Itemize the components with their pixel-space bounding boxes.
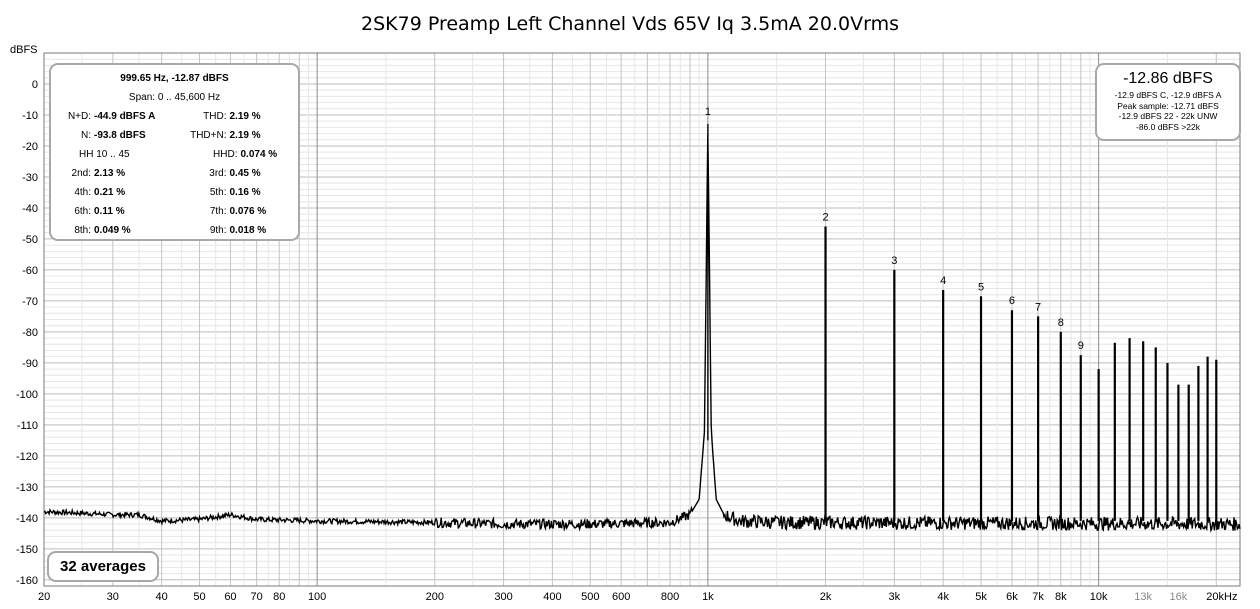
h6-value: 0.11 % xyxy=(94,206,125,217)
thd-label: THD: xyxy=(203,111,227,122)
x-tick-label: 200 xyxy=(426,591,444,603)
level-readout-panel: -12.86 dBFS -12.9 dBFS C, -12.9 dBFS A P… xyxy=(1095,63,1241,141)
level-above-22k: -86.0 dBFS >22k xyxy=(1135,121,1201,132)
y-tick-label: -160 xyxy=(16,575,38,587)
x-tick-label: 2k xyxy=(820,591,832,603)
span-readout: Span: 0 .. 45,600 Hz xyxy=(128,92,221,103)
peak-readout: 999.65 Hz, -12.87 dBFS xyxy=(120,73,229,84)
harmonic-spikes xyxy=(824,226,1218,521)
x-tick-label: 80 xyxy=(273,591,285,603)
x-tick-label: 1k xyxy=(702,591,714,603)
harmonic-label: 6 xyxy=(1009,295,1015,307)
harmonic-label: 2 xyxy=(822,212,828,224)
distortion-stats-panel: 999.65 Hz, -12.87 dBFS Span: 0 .. 45,600… xyxy=(49,63,300,241)
y-tick-label: -140 xyxy=(16,513,38,525)
x-tick-label: 20kHz xyxy=(1206,591,1237,603)
y-tick-label: -120 xyxy=(16,451,38,463)
y-tick-label: -130 xyxy=(16,482,38,494)
level-peak-sample: Peak sample: -12.71 dBFS xyxy=(1117,100,1219,111)
x-tick-label: 300 xyxy=(494,591,512,603)
h7-value: 0.076 % xyxy=(229,206,267,217)
harmonic-label: 5 xyxy=(978,281,984,293)
y-tick-label: -90 xyxy=(22,358,38,370)
h2-label: 2nd: xyxy=(71,168,91,179)
h5-label: 5th: xyxy=(209,187,227,198)
thd-value: 2.19 % xyxy=(229,111,261,122)
chart-title: 2SK79 Preamp Left Channel Vds 65V Iq 3.5… xyxy=(361,13,899,35)
x-tick-label: 3k xyxy=(889,591,901,603)
h7-label: 7th: xyxy=(209,206,227,217)
y-tick-label: 0 xyxy=(32,79,38,91)
y-tick-label: -40 xyxy=(22,203,38,215)
h6-label: 6th: xyxy=(74,206,91,217)
y-tick-label: -60 xyxy=(22,265,38,277)
harmonic-label: 9 xyxy=(1078,340,1084,352)
y-tick-label: -80 xyxy=(22,327,38,339)
h3-label: 3rd: xyxy=(209,168,227,179)
x-tick-label: 500 xyxy=(581,591,599,603)
hh-range: HH 10 .. 45 xyxy=(79,149,130,160)
x-tick-label: 70 xyxy=(250,591,262,603)
y-tick-label: -150 xyxy=(16,544,38,556)
h3-value: 0.45 % xyxy=(229,168,261,179)
hhd-value: 0.074 % xyxy=(240,149,278,160)
x-tick-labels: 20 30 40 50 60 70 80 100 200 300 400 500 600 800 1k 2k 3… xyxy=(38,591,1237,603)
y-tick-labels: 0 -10 -20 -30 -40 -50 -60 -70 -80 -90 -100 -110 -120… xyxy=(16,79,38,587)
harmonic-labels: 2 3 4 5 6 7 8 9 1 xyxy=(705,106,1084,352)
x-tick-label: 60 xyxy=(224,591,236,603)
spectrum-trace xyxy=(43,124,1241,533)
x-tick-label: 400 xyxy=(543,591,561,603)
harmonic-label: 8 xyxy=(1058,317,1064,329)
x-tick-label: 30 xyxy=(107,591,119,603)
y-tick-label: -100 xyxy=(16,389,38,401)
harmonic-label: 4 xyxy=(940,275,946,287)
y-tick-label: -20 xyxy=(22,141,38,153)
x-tick-label: 100 xyxy=(308,591,326,603)
nd-value: -44.9 dBFS A xyxy=(94,111,156,122)
nd-label: N+D: xyxy=(67,111,91,122)
y-axis-label: dBFS xyxy=(10,44,38,56)
y-tick-label: -50 xyxy=(22,234,38,246)
h8-label: 8th: xyxy=(74,225,91,236)
h9-value: 0.018 % xyxy=(229,225,267,236)
x-tick-label: 5k xyxy=(975,591,987,603)
h2-value: 2.13 % xyxy=(94,168,126,179)
fundamental-label: 1 xyxy=(705,106,711,118)
x-tick-label: 6k xyxy=(1006,591,1018,603)
x-tick-label: 600 xyxy=(612,591,630,603)
y-tick-label: -10 xyxy=(22,110,38,122)
level-main: -12.86 dBFS xyxy=(1123,70,1213,87)
x-tick-label: 4k xyxy=(937,591,949,603)
h5-value: 0.16 % xyxy=(229,187,261,198)
h4-label: 4th: xyxy=(74,187,91,198)
x-tick-label: 50 xyxy=(193,591,205,603)
h4-value: 0.21 % xyxy=(94,187,126,198)
x-tick-label: 13k xyxy=(1134,591,1152,603)
thdn-label: THD+N: xyxy=(190,130,227,141)
plot-frame xyxy=(43,52,1241,587)
harmonic-label: 3 xyxy=(891,255,897,267)
level-weighted: -12.9 dBFS C, -12.9 dBFS A xyxy=(1114,90,1222,100)
averages-badge: 32 averages xyxy=(47,551,159,582)
thdn-value: 2.19 % xyxy=(229,130,261,141)
x-tick-label: 7k xyxy=(1032,591,1044,603)
y-tick-label: -110 xyxy=(17,420,38,432)
x-tick-label: 8k xyxy=(1055,591,1067,603)
x-tick-label: 16k xyxy=(1170,591,1188,603)
h8-value: 0.049 % xyxy=(94,225,131,236)
x-tick-label: 40 xyxy=(156,591,168,603)
n-label: N: xyxy=(81,130,91,141)
level-unweighted: -12.9 dBFS 22 - 22k UNW xyxy=(1118,111,1218,121)
h9-label: 9th: xyxy=(209,225,227,236)
x-tick-label: 800 xyxy=(661,591,679,603)
y-tick-label: -30 xyxy=(22,172,38,184)
x-tick-label: 20 xyxy=(38,591,50,603)
y-tick-label: -70 xyxy=(22,296,38,308)
x-tick-label: 10k xyxy=(1090,591,1108,603)
n-value: -93.8 dBFS xyxy=(94,130,146,141)
harmonic-label: 7 xyxy=(1035,301,1041,313)
hhd-label: HHD: xyxy=(213,149,238,160)
